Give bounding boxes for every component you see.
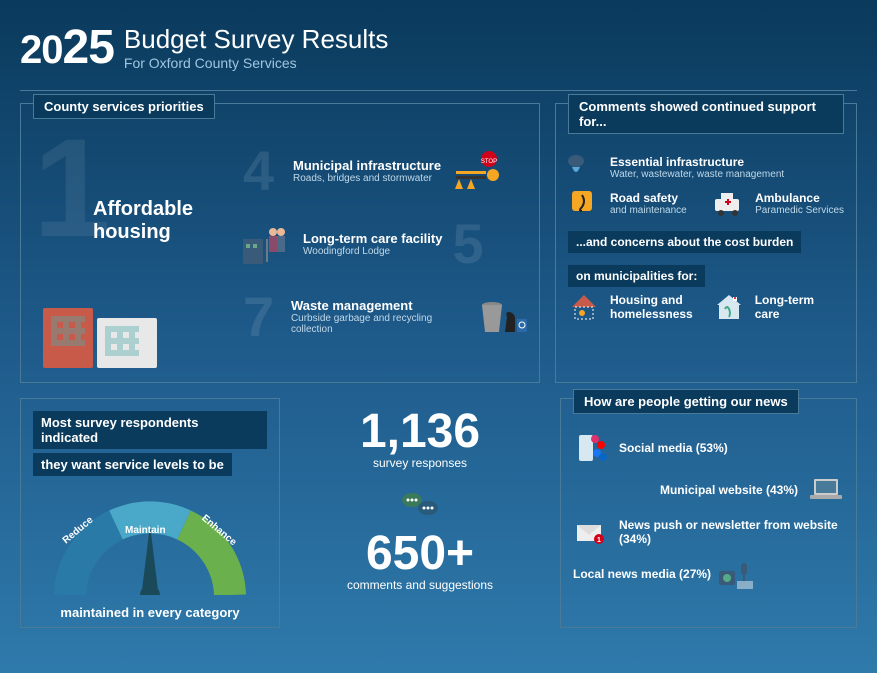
year-badge: 2025 [20, 20, 114, 75]
divider [20, 90, 857, 91]
radio-mic-icon [717, 559, 753, 589]
elderly-icon [243, 224, 293, 264]
priority-5: Long-term care facilityWoodingford Lodge… [243, 211, 527, 276]
priority-1-label: Affordablehousing [93, 198, 193, 244]
care-house-icon [713, 293, 745, 321]
main-title: Budget Survey Results [124, 24, 388, 55]
priority-4-label: Municipal infrastructureRoads, bridges a… [293, 158, 441, 184]
phone-social-icon [573, 433, 609, 463]
news-newsletter: 1 News push or newsletter from website (… [573, 517, 844, 547]
priority-7: 7 Waste managementCurbside garbage and r… [243, 284, 527, 349]
svg-text:STOP: STOP [481, 159, 497, 165]
waste-icon [477, 297, 527, 337]
concern-housing: Housing andhomelessness [568, 293, 693, 321]
chat-icon [400, 490, 440, 520]
concern-longterm-label: Long-termcare [755, 293, 814, 321]
buildings-icon [43, 308, 157, 368]
concern-longterm: Long-termcare [713, 293, 814, 321]
priority-5-label: Long-term care facilityWoodingford Lodge [303, 231, 442, 257]
gauge-line1: Most survey respondents indicated [33, 411, 267, 449]
rank-number-5: 5 [452, 211, 492, 276]
rank-number-4: 4 [243, 138, 283, 203]
concern-housing-label: Housing andhomelessness [610, 293, 693, 321]
priority-4: 4 Municipal infrastructureRoads, bridges… [243, 138, 527, 203]
gauge-line2: they want service levels to be [33, 453, 232, 476]
subtitle: For Oxford County Services [124, 55, 388, 71]
comments-label: comments and suggestions [295, 578, 545, 592]
ambulance-icon [713, 189, 745, 217]
gauge-panel: Most survey respondents indicated they w… [20, 398, 280, 628]
rank-number-7: 7 [243, 284, 281, 349]
envelope-icon: 1 [573, 517, 609, 547]
laptop-icon [808, 475, 844, 505]
stats-panel: 1,136 survey responses 650+ comments and… [295, 398, 545, 628]
support-title: Comments showed continued support for... [568, 94, 844, 134]
priorities-panel: County services priorities 1 Affordableh… [20, 103, 540, 383]
news-panel: How are people getting our news Social m… [560, 398, 857, 628]
title-block: Budget Survey Results For Oxford County … [124, 24, 388, 71]
road-sign-icon [568, 189, 600, 217]
responses-label: survey responses [295, 456, 545, 470]
support-infrastructure: Essential infrastructureWater, wastewate… [568, 153, 844, 181]
responses-value: 1,136 [295, 408, 545, 456]
gauge-meter: Reduce Maintain Enhance [50, 495, 250, 595]
priority-7-label: Waste managementCurbside garbage and rec… [291, 298, 467, 335]
news-local: Local news media (27%) [573, 559, 844, 589]
concerns-title-2: on municipalities for: [568, 265, 705, 287]
news-title: How are people getting our news [573, 389, 799, 414]
support-road: Road safetyand maintenance [568, 189, 687, 217]
house-icon [568, 293, 600, 321]
gauge-maintain-label: Maintain [125, 525, 166, 536]
support-panel: Comments showed continued support for...… [555, 103, 857, 383]
water-pipe-icon [568, 153, 600, 181]
construction-icon: STOP [451, 151, 501, 191]
news-social: Social media (53%) [573, 433, 844, 463]
svg-text:1: 1 [597, 537, 601, 544]
gauge-footer: maintained in every category [33, 605, 267, 620]
priority-1: 1 Affordablehousing [33, 138, 233, 368]
support-ambulance: AmbulanceParamedic Services [713, 189, 844, 217]
comments-value: 650+ [295, 530, 545, 578]
concerns-title-1: ...and concerns about the cost burden [568, 231, 801, 253]
news-website: Municipal website (43%) [573, 475, 844, 505]
header: 2025 Budget Survey Results For Oxford Co… [20, 20, 857, 75]
